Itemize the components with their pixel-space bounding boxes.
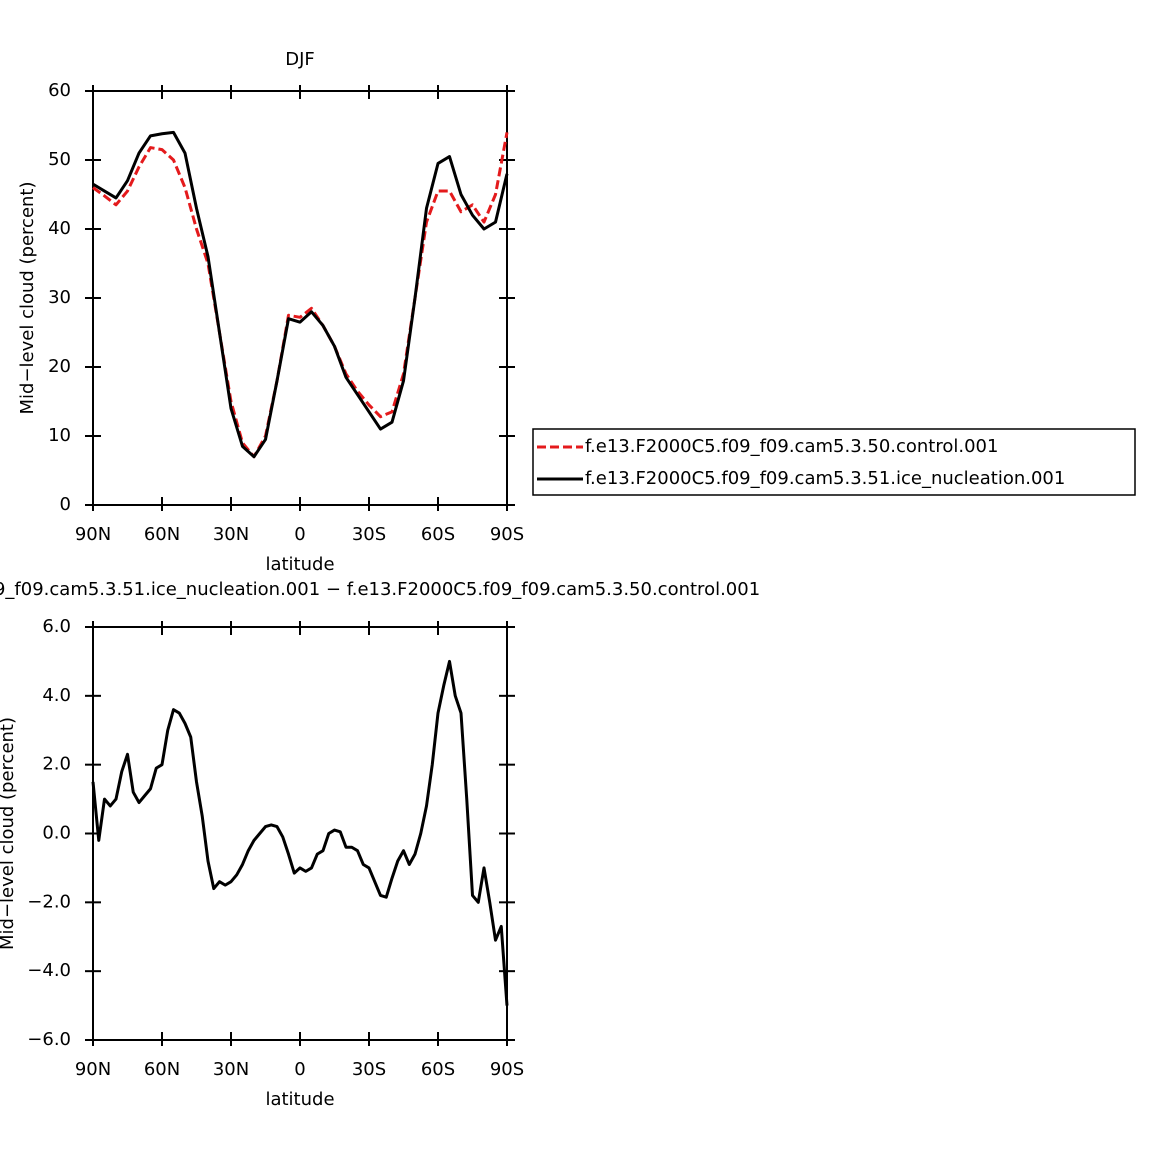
y-axis-label: Mid−level cloud (percent) [0,717,18,950]
y-tick-label: 2.0 [42,754,71,775]
y-tick-label: −6.0 [27,1029,71,1050]
x-tick-label: 90N [75,524,111,545]
y-tick-label: 40 [48,218,71,239]
legend-label: f.e13.F2000C5.f09_f09.cam5.3.50.control.… [585,436,998,457]
x-tick-label: 30N [213,1059,249,1080]
y-tick-label: 20 [48,356,71,377]
legend-box [532,428,1136,496]
y-tick-label: 4.0 [42,685,71,706]
x-tick-label: 60N [144,1059,180,1080]
x-tick-label: 30N [213,524,249,545]
y-tick-label: 10 [48,425,71,446]
plot-frame [92,626,508,1041]
x-tick-label: 60N [144,524,180,545]
y-tick-label: 60 [48,80,71,101]
y-axis-label: Mid−level cloud (percent) [17,181,38,414]
plot-frame [92,90,508,506]
y-tick-label: 0.0 [42,823,71,844]
data-line [92,130,509,459]
x-tick-label: 90S [490,524,524,545]
y-tick-label: 50 [48,149,71,170]
x-tick-label: 30S [352,1059,386,1080]
x-axis-label: latitude [265,1089,334,1110]
x-tick-label: 0 [294,1059,305,1080]
x-tick-label: 90S [490,1059,524,1080]
chart-title: f.e13.F2000C5.f09_f09.cam5.3.51.ice_nucl… [0,579,760,600]
legend-label: f.e13.F2000C5.f09_f09.cam5.3.51.ice_nucl… [585,468,1065,489]
x-tick-label: 60S [421,524,455,545]
data-line [92,132,509,459]
y-tick-label: 0 [60,494,71,515]
data-line [91,659,509,1006]
x-tick-label: 30S [352,524,386,545]
x-tick-label: 90N [75,1059,111,1080]
x-axis-label: latitude [265,554,334,575]
chart-title: DJF [285,49,315,70]
y-tick-label: −4.0 [27,960,71,981]
x-tick-label: 0 [294,524,305,545]
y-tick-label: −2.0 [27,891,71,912]
x-tick-label: 60S [421,1059,455,1080]
y-tick-label: 6.0 [42,616,71,637]
y-tick-label: 30 [48,287,71,308]
